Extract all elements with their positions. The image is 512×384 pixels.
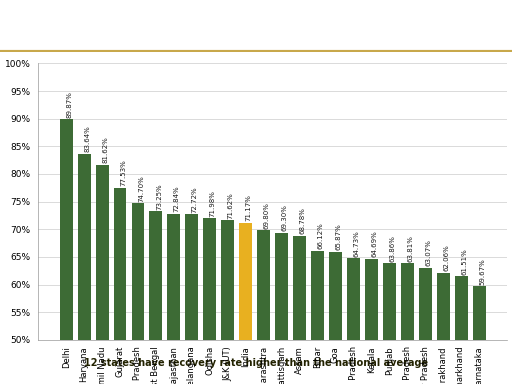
Text: 68.78%: 68.78% [300, 207, 306, 234]
Text: 83.64%: 83.64% [84, 126, 90, 152]
Bar [347, 258, 360, 340]
Text: 71.98%: 71.98% [210, 190, 216, 217]
Bar [132, 203, 144, 340]
Bar [401, 263, 414, 340]
Bar [60, 119, 73, 340]
Bar [96, 165, 109, 340]
Text: 62.06%: 62.06% [443, 245, 449, 271]
Bar [239, 223, 252, 340]
Text: 61.51%: 61.51% [461, 248, 467, 275]
Bar [437, 273, 450, 340]
Bar [78, 154, 91, 340]
Text: 72.84%: 72.84% [174, 185, 180, 212]
Bar [293, 236, 306, 340]
Bar [114, 188, 126, 340]
Bar [167, 214, 180, 340]
Text: 65.87%: 65.87% [335, 223, 342, 250]
Text: 59.67%: 59.67% [479, 258, 485, 285]
Text: 73.25%: 73.25% [156, 183, 162, 210]
Bar [203, 218, 216, 340]
Text: 64.69%: 64.69% [371, 230, 377, 257]
Text: 89.87%: 89.87% [66, 91, 72, 118]
Bar [275, 233, 288, 340]
Bar [257, 230, 270, 340]
Bar [455, 276, 467, 340]
Text: 69.80%: 69.80% [264, 202, 270, 229]
Bar [311, 251, 324, 340]
Bar [185, 214, 198, 340]
Text: 74.70%: 74.70% [138, 175, 144, 202]
Text: 12 states have recovery rate higher than the national average: 12 states have recovery rate higher than… [84, 358, 428, 368]
Text: 71.62%: 71.62% [228, 192, 234, 218]
Bar [383, 263, 396, 340]
Text: 72.72%: 72.72% [192, 186, 198, 213]
Bar [329, 252, 342, 340]
Text: 66.12%: 66.12% [317, 222, 324, 249]
Text: 63.86%: 63.86% [389, 235, 395, 262]
Bar [419, 268, 432, 340]
Bar [221, 220, 234, 340]
Text: 81.62%: 81.62% [102, 137, 108, 163]
Text: 69.30%: 69.30% [282, 205, 288, 232]
Text: 32 States & UTs have Recovery Rate more than 50%: 32 States & UTs have Recovery Rate more … [1, 16, 511, 34]
Text: 71.17%: 71.17% [246, 194, 252, 221]
Text: 63.07%: 63.07% [425, 239, 431, 266]
Text: 77.53%: 77.53% [120, 159, 126, 186]
Text: 63.81%: 63.81% [408, 235, 413, 262]
Bar [473, 286, 485, 340]
Bar [150, 211, 162, 340]
Bar [365, 258, 378, 340]
Text: 64.73%: 64.73% [353, 230, 359, 257]
